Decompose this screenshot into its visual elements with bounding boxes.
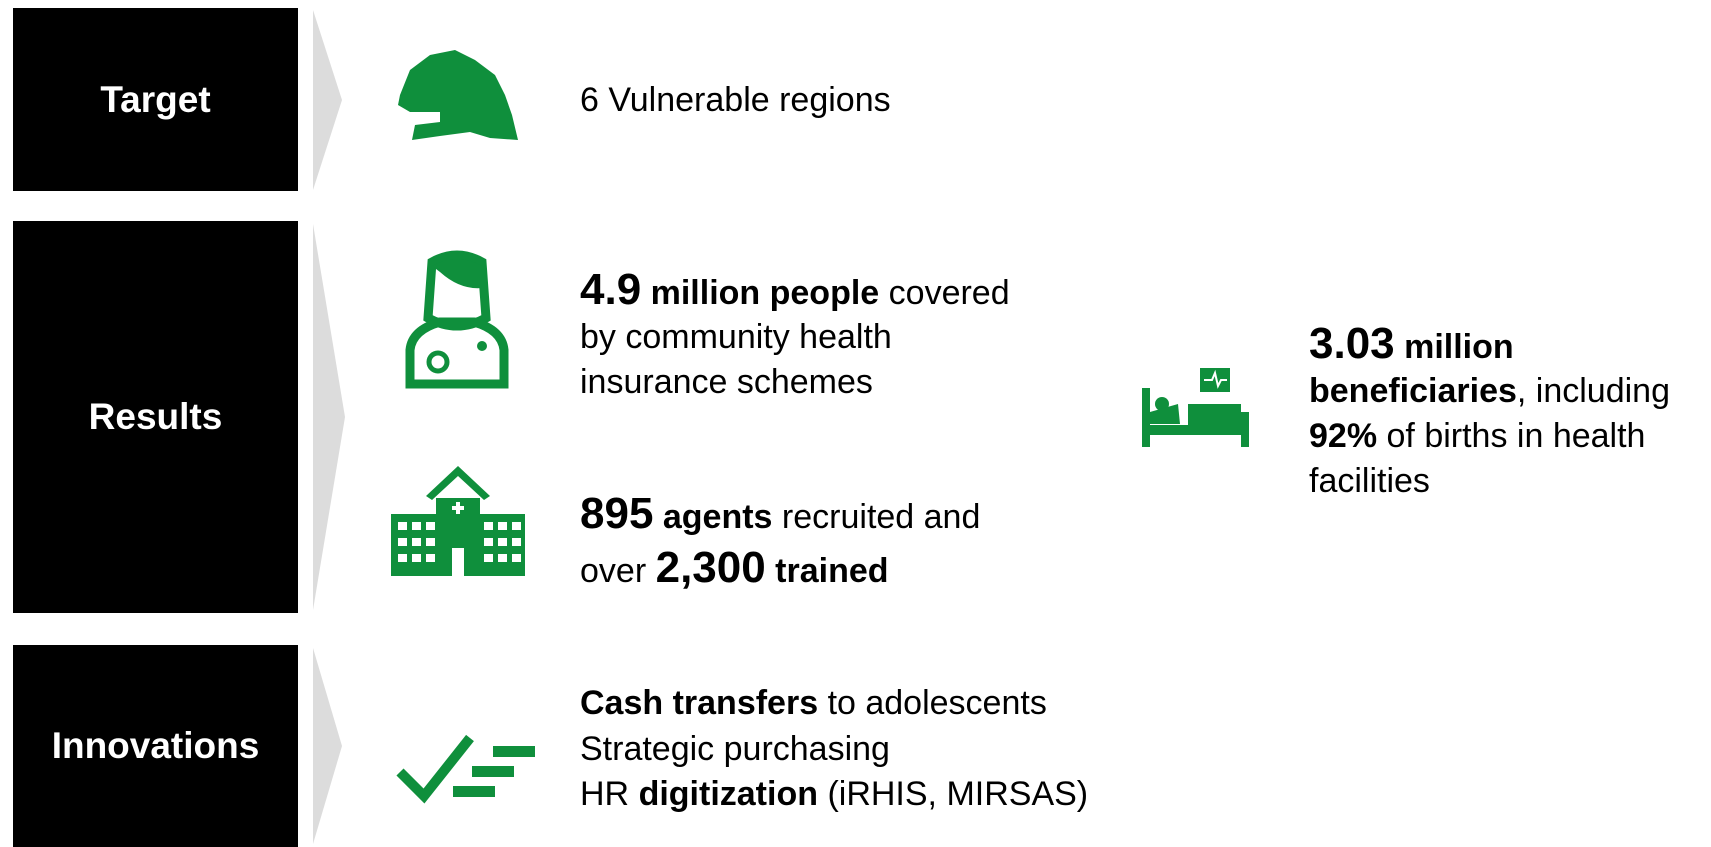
text: Strategic purchasing <box>580 730 890 768</box>
text: (iRHIS, MIRSAS) <box>827 775 1089 813</box>
number: 2,300 <box>655 543 766 592</box>
bold-text: agents <box>662 498 773 536</box>
number: 4.9 <box>580 265 642 314</box>
section-label: Results <box>13 221 298 613</box>
map-icon <box>398 50 518 140</box>
chevron <box>313 224 345 610</box>
bold-text: million people <box>650 274 880 312</box>
text: recruited and <box>781 498 981 536</box>
checklist-icon <box>396 734 535 804</box>
chevron <box>313 10 342 190</box>
text: by community health <box>580 318 892 356</box>
text: over <box>580 552 647 590</box>
text: HR <box>580 775 630 813</box>
bold-text: 92% <box>1309 417 1378 455</box>
bold-text: trained <box>775 552 889 590</box>
bold-text: beneficiaries <box>1309 372 1517 410</box>
hospital-icon <box>391 466 525 576</box>
bold-text: digitization <box>638 775 818 813</box>
icons <box>391 50 1249 804</box>
bold-text: million <box>1404 328 1514 366</box>
text: , including <box>1516 372 1670 410</box>
doctor-icon <box>405 250 509 389</box>
chevron <box>313 648 342 844</box>
text: insurance schemes <box>580 363 873 401</box>
section-label: Innovations <box>13 645 298 847</box>
section-label: Target <box>13 8 298 191</box>
text: facilities <box>1309 462 1430 500</box>
chevrons <box>313 10 345 844</box>
text: to adolescents <box>827 684 1047 722</box>
target-text: 6 Vulnerable regions <box>580 81 891 119</box>
text: of births in health <box>1386 417 1646 455</box>
bed-icon <box>1142 368 1249 447</box>
text: covered <box>888 274 1010 312</box>
bold-text: Cash transfers <box>580 684 819 722</box>
number: 895 <box>580 489 654 538</box>
number: 3.03 <box>1309 319 1395 368</box>
